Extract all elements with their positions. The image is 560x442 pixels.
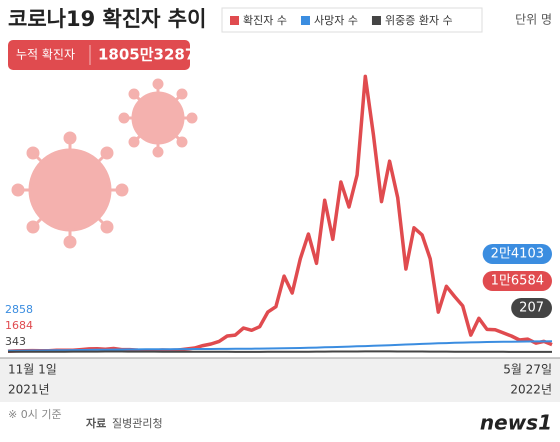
badge-bg	[482, 271, 552, 291]
end-value-label: 207	[519, 301, 544, 316]
chart-title: 코로나19 확진자 추이	[8, 7, 206, 31]
legend-label: 사망자 수	[314, 14, 358, 27]
legend-label: 확진자 수	[243, 14, 287, 27]
summary-badge	[8, 40, 190, 70]
legend-swatch	[300, 16, 310, 25]
summary-value: 1805만3287	[98, 46, 195, 64]
x-tick-label: 11월 1일	[8, 363, 57, 377]
badge-bg	[482, 244, 552, 264]
end-value-badge: 1만6584	[482, 271, 552, 291]
end-value-badge: 207	[511, 298, 552, 318]
virus-illustration	[11, 78, 198, 249]
source-label: 자료	[86, 416, 106, 430]
start-value-label: 1684	[5, 319, 33, 332]
series-line	[8, 340, 553, 352]
note: ※ 0시 기준	[8, 408, 62, 421]
logo: news1	[480, 411, 552, 435]
end-value-label: 1만6584	[491, 274, 544, 289]
unit-label: 단위 명	[515, 13, 552, 27]
source: 질병관리청	[112, 417, 163, 430]
summary-label: 누적 확진자	[16, 48, 75, 62]
axis-band	[0, 358, 560, 402]
x-year-label: 2022년	[510, 383, 552, 397]
x-year-label: 2021년	[8, 383, 50, 397]
x-tick-label: 5월 27일	[503, 363, 552, 377]
legend-box	[221, 7, 483, 33]
end-value-label: 2만4103	[491, 247, 544, 262]
badge-bg	[511, 298, 552, 318]
legend-label: 위중증 환자 수	[385, 14, 453, 27]
end-value-badge: 2만4103	[482, 244, 552, 264]
series-line	[8, 350, 552, 353]
legend-swatch	[371, 16, 381, 25]
legend-swatch	[230, 16, 239, 25]
start-value-label: 2858	[5, 303, 33, 316]
start-value-label: 343	[5, 335, 26, 348]
